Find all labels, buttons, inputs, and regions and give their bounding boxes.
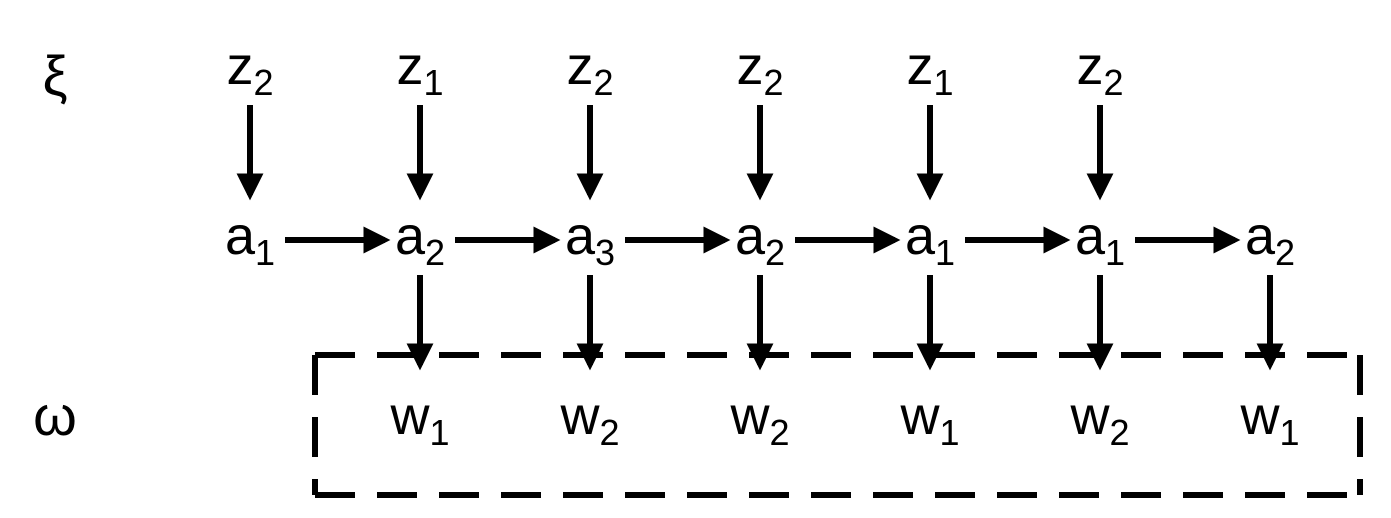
z-node-0: z2 xyxy=(226,36,273,102)
xi-label: ξ xyxy=(42,44,67,107)
w-node-4: w2 xyxy=(1069,386,1129,452)
z-node-2: z2 xyxy=(566,36,613,102)
a-node-0: a1 xyxy=(225,206,275,272)
omega-label: ω xyxy=(33,384,77,447)
z-node-3: z2 xyxy=(736,36,783,102)
w-node-2: w2 xyxy=(729,386,789,452)
a-node-1: a2 xyxy=(395,206,445,272)
a-node-6: a2 xyxy=(1245,206,1295,272)
w-node-1: w2 xyxy=(559,386,619,452)
w-node-0: w1 xyxy=(389,386,449,452)
z-node-1: z1 xyxy=(396,36,443,102)
w-node-3: w1 xyxy=(899,386,959,452)
a-node-4: a1 xyxy=(905,206,955,272)
z-node-5: z2 xyxy=(1076,36,1123,102)
a-node-3: a2 xyxy=(735,206,785,272)
w-node-5: w1 xyxy=(1239,386,1299,452)
a-node-5: a1 xyxy=(1075,206,1125,272)
z-node-4: z1 xyxy=(906,36,953,102)
diagram-canvas: ξ ω z2 z1 z2 z2 z1 z2 a1 a2 a3 a2 a1 a1 a2 w1 w2 w2 w1 w2 w1 xyxy=(0,0,1391,518)
a-node-2: a3 xyxy=(565,206,615,272)
